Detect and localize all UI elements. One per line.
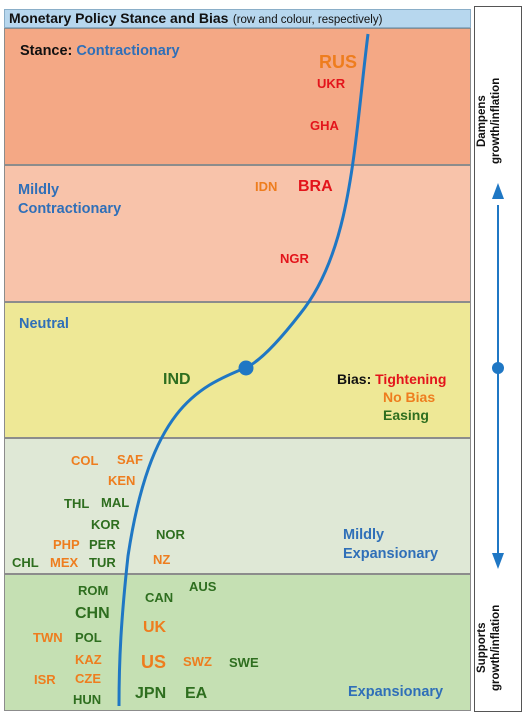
country-isr: ISR xyxy=(34,672,56,687)
band-contractionary xyxy=(4,28,471,165)
country-kor: KOR xyxy=(91,517,120,532)
country-rus: RUS xyxy=(319,52,358,72)
country-tur: TUR xyxy=(89,555,116,570)
country-nz: NZ xyxy=(153,552,171,567)
stance-mildly-contractionary-line2: Contractionary xyxy=(18,201,122,217)
stance-mildly-contractionary-line1: Mildly xyxy=(18,182,60,198)
stance-contractionary: Contractionary xyxy=(76,43,180,59)
diagram-title: Monetary Policy Stance and Bias (row and… xyxy=(4,9,471,28)
country-ngr: NGR xyxy=(280,251,309,266)
legend-easing: Easing xyxy=(383,407,429,423)
country-ind: IND xyxy=(163,371,191,388)
country-twn: TWN xyxy=(33,630,63,645)
band-expansionary xyxy=(4,574,471,711)
stance-mildly-expansionary-line1: Mildly xyxy=(343,527,385,543)
side-supports-text: Supports growth/inflation xyxy=(475,593,521,703)
country-bra: BRA xyxy=(298,178,333,195)
legend-no-bias: No Bias xyxy=(383,389,436,405)
country-swz: SWZ xyxy=(183,654,212,669)
double-headed-arrow-icon xyxy=(492,183,504,569)
country-idn: IDN xyxy=(255,179,278,194)
stance-mildly-expansionary-line2: Expansionary xyxy=(343,546,439,562)
country-php: PHP xyxy=(53,537,80,552)
country-pol: POL xyxy=(75,630,102,645)
band-mildly-contractionary xyxy=(4,165,471,302)
country-col: COL xyxy=(71,453,99,468)
country-mex: MEX xyxy=(50,555,79,570)
country-ea: EA xyxy=(185,685,208,702)
country-us: US xyxy=(141,652,167,672)
country-jpn: JPN xyxy=(135,685,167,702)
country-ken: KEN xyxy=(108,473,136,488)
stance-label-mildly-contractionary: Mildly Contractionary xyxy=(18,181,121,219)
band-mildly-expansionary xyxy=(4,438,471,574)
stance-label-neutral: Neutral xyxy=(19,316,69,332)
stance-label-expansionary: Expansionary xyxy=(348,684,444,700)
stance-label-contractionary: Stance: Contractionary xyxy=(20,42,180,61)
country-can: CAN xyxy=(145,590,174,605)
country-ukr: UKR xyxy=(317,76,346,91)
country-chn: CHN xyxy=(75,605,110,622)
country-uk: UK xyxy=(143,619,167,636)
legend-tightening: Tightening xyxy=(375,371,447,387)
side-supports-line2: growth/inflation xyxy=(490,604,502,692)
side-supports-line1: Supports xyxy=(476,622,488,674)
country-per: PER xyxy=(89,537,116,552)
country-saf: SAF xyxy=(117,452,143,467)
country-aus: AUS xyxy=(189,579,217,594)
country-hun: HUN xyxy=(73,692,102,707)
legend-prefix: Bias: xyxy=(337,371,372,387)
country-cze: CZE xyxy=(75,671,101,686)
title-main: Monetary Policy Stance and Bias xyxy=(9,10,229,26)
bias-legend: Bias: Tightening No Bias Easing xyxy=(337,370,446,424)
country-gha: GHA xyxy=(310,118,339,133)
country-chl: CHL xyxy=(12,555,39,570)
title-sub: (row and colour, respectively) xyxy=(232,14,383,26)
country-swe: SWE xyxy=(229,655,259,670)
stance-prefix: Stance: xyxy=(20,43,73,59)
side-panel: Dampens growth/inflation Supports growth… xyxy=(474,6,522,712)
stance-label-mildly-expansionary: Mildly Expansionary xyxy=(343,526,438,564)
country-mal: MAL xyxy=(101,495,130,510)
neutral-dot-icon xyxy=(238,360,254,376)
country-rom: ROM xyxy=(78,583,109,598)
country-thl: THL xyxy=(64,496,90,511)
country-kaz: KAZ xyxy=(75,652,102,667)
country-nor: NOR xyxy=(156,527,185,542)
